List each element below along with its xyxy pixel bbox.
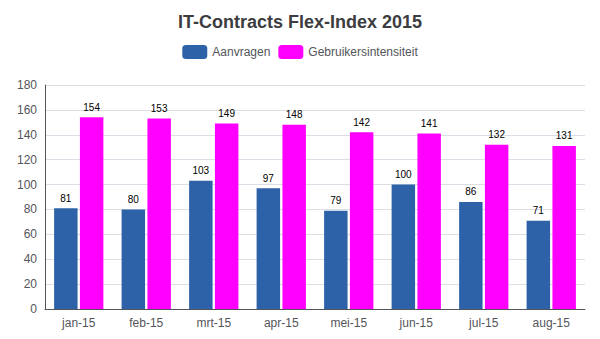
svg-text:apr-15: apr-15 [264, 316, 299, 330]
svg-text:148: 148 [286, 109, 303, 120]
svg-text:feb-15: feb-15 [129, 316, 163, 330]
svg-text:IT-Contracts Flex-Index 2015: IT-Contracts Flex-Index 2015 [178, 12, 422, 32]
svg-text:mei-15: mei-15 [330, 316, 367, 330]
svg-text:jul-15: jul-15 [468, 316, 499, 330]
svg-text:153: 153 [151, 103, 168, 114]
svg-text:aug-15: aug-15 [533, 316, 571, 330]
svg-text:20: 20 [24, 277, 38, 291]
svg-text:103: 103 [193, 165, 210, 176]
svg-text:60: 60 [24, 227, 38, 241]
svg-text:142: 142 [353, 117, 370, 128]
svg-text:141: 141 [421, 118, 438, 129]
svg-text:86: 86 [465, 186, 477, 197]
svg-text:149: 149 [218, 108, 235, 119]
svg-text:40: 40 [24, 252, 38, 266]
svg-text:140: 140 [17, 128, 37, 142]
svg-text:120: 120 [17, 153, 37, 167]
svg-text:80: 80 [128, 194, 140, 205]
svg-text:180: 180 [17, 78, 37, 92]
svg-text:97: 97 [263, 173, 275, 184]
svg-text:160: 160 [17, 103, 37, 117]
svg-text:71: 71 [533, 205, 545, 216]
svg-text:100: 100 [17, 178, 37, 192]
svg-text:131: 131 [556, 130, 573, 141]
svg-text:80: 80 [24, 202, 38, 216]
svg-text:Gebruikersintensiteit: Gebruikersintensiteit [308, 45, 418, 59]
svg-text:jan-15: jan-15 [61, 316, 96, 330]
svg-text:jun-15: jun-15 [399, 316, 434, 330]
svg-text:100: 100 [395, 169, 412, 180]
svg-text:0: 0 [30, 302, 37, 316]
svg-text:132: 132 [488, 129, 505, 140]
svg-text:81: 81 [60, 193, 72, 204]
svg-text:Aanvragen: Aanvragen [212, 45, 270, 59]
svg-text:mrt-15: mrt-15 [196, 316, 231, 330]
svg-text:154: 154 [83, 102, 100, 113]
svg-text:79: 79 [330, 195, 342, 206]
